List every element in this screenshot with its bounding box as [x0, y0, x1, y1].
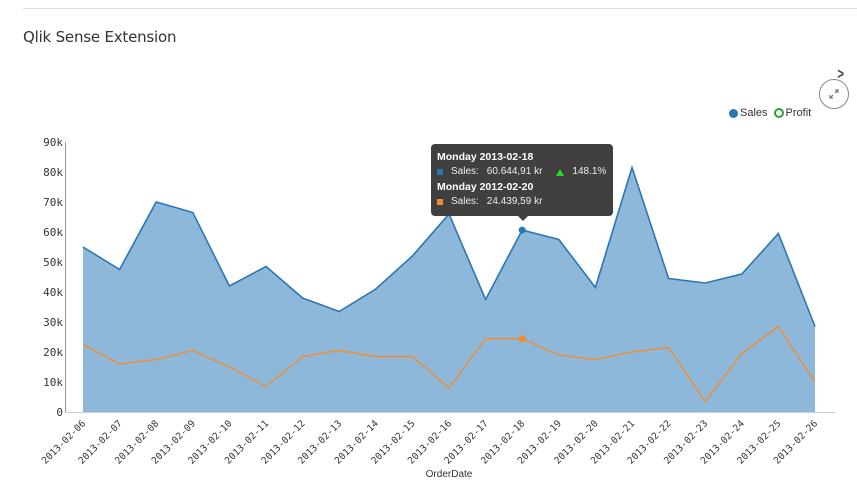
highlight-point-sales[interactable] [518, 226, 526, 234]
tooltip-change-value: 148.1% [572, 166, 607, 177]
sales-swatch-icon [437, 169, 443, 175]
x-axis-title: OrderDate [426, 469, 473, 480]
x-axis: 2013-02-062013-02-072013-02-082013-02-09… [40, 412, 835, 467]
y-tick-label: 80k [43, 166, 63, 179]
legend-item-profit[interactable]: Profit [773, 107, 812, 119]
y-tick-label: 60k [43, 226, 63, 239]
previous-sales-line[interactable] [82, 325, 816, 403]
chevron-right-icon[interactable]: > [837, 66, 844, 83]
y-tick-label: 40k [43, 286, 63, 299]
legend-profit-marker-icon [773, 108, 784, 118]
increase-triangle-icon [556, 168, 565, 176]
tooltip-comparison-heading: Monday 2012-02-20 [437, 181, 534, 193]
page-title: Qlik Sense Extension [23, 28, 177, 46]
legend-sales-label: Sales [740, 107, 768, 119]
expand-icon [829, 89, 839, 99]
tooltip-primary-row: Sales: 60.644,91 kr 148.1% [437, 164, 607, 180]
tooltip-comparison-row: Sales: 24.439,59 kr [437, 194, 607, 210]
previous-sales-swatch-icon [437, 199, 443, 205]
tooltip-primary-heading: Monday 2013-02-18 [437, 151, 534, 163]
tooltip-comparison-value: 24.439,59 kr [486, 196, 543, 207]
tooltip-comparison-label: Sales: [451, 196, 479, 207]
tooltip-primary-label: Sales: [451, 166, 479, 177]
y-tick-label: 70k [43, 196, 63, 209]
chart-legend: Sales Profit [729, 107, 811, 119]
expand-button[interactable] [819, 79, 849, 109]
top-divider [23, 8, 857, 9]
chart-tooltip: Monday 2013-02-18 Sales: 60.644,91 kr 14… [431, 144, 613, 221]
highlight-point-previous[interactable] [518, 335, 526, 343]
y-tick-label: 10k [43, 376, 63, 389]
legend-item-sales[interactable]: Sales [729, 107, 768, 119]
y-tick-label: 0 [56, 406, 63, 419]
legend-profit-label: Profit [785, 107, 812, 119]
legend-sales-marker-icon [729, 108, 738, 118]
y-tick-label: 20k [43, 346, 63, 359]
y-axis: 0 10k 20k 30k 40k 50k 60k 70k 80k 90k [43, 136, 66, 419]
y-tick-label: 50k [43, 256, 63, 269]
tooltip-primary-value: 60.644,91 kr [486, 166, 543, 177]
sales-area[interactable] [83, 167, 815, 413]
y-tick-label: 90k [43, 136, 63, 149]
y-tick-label: 30k [43, 316, 63, 329]
